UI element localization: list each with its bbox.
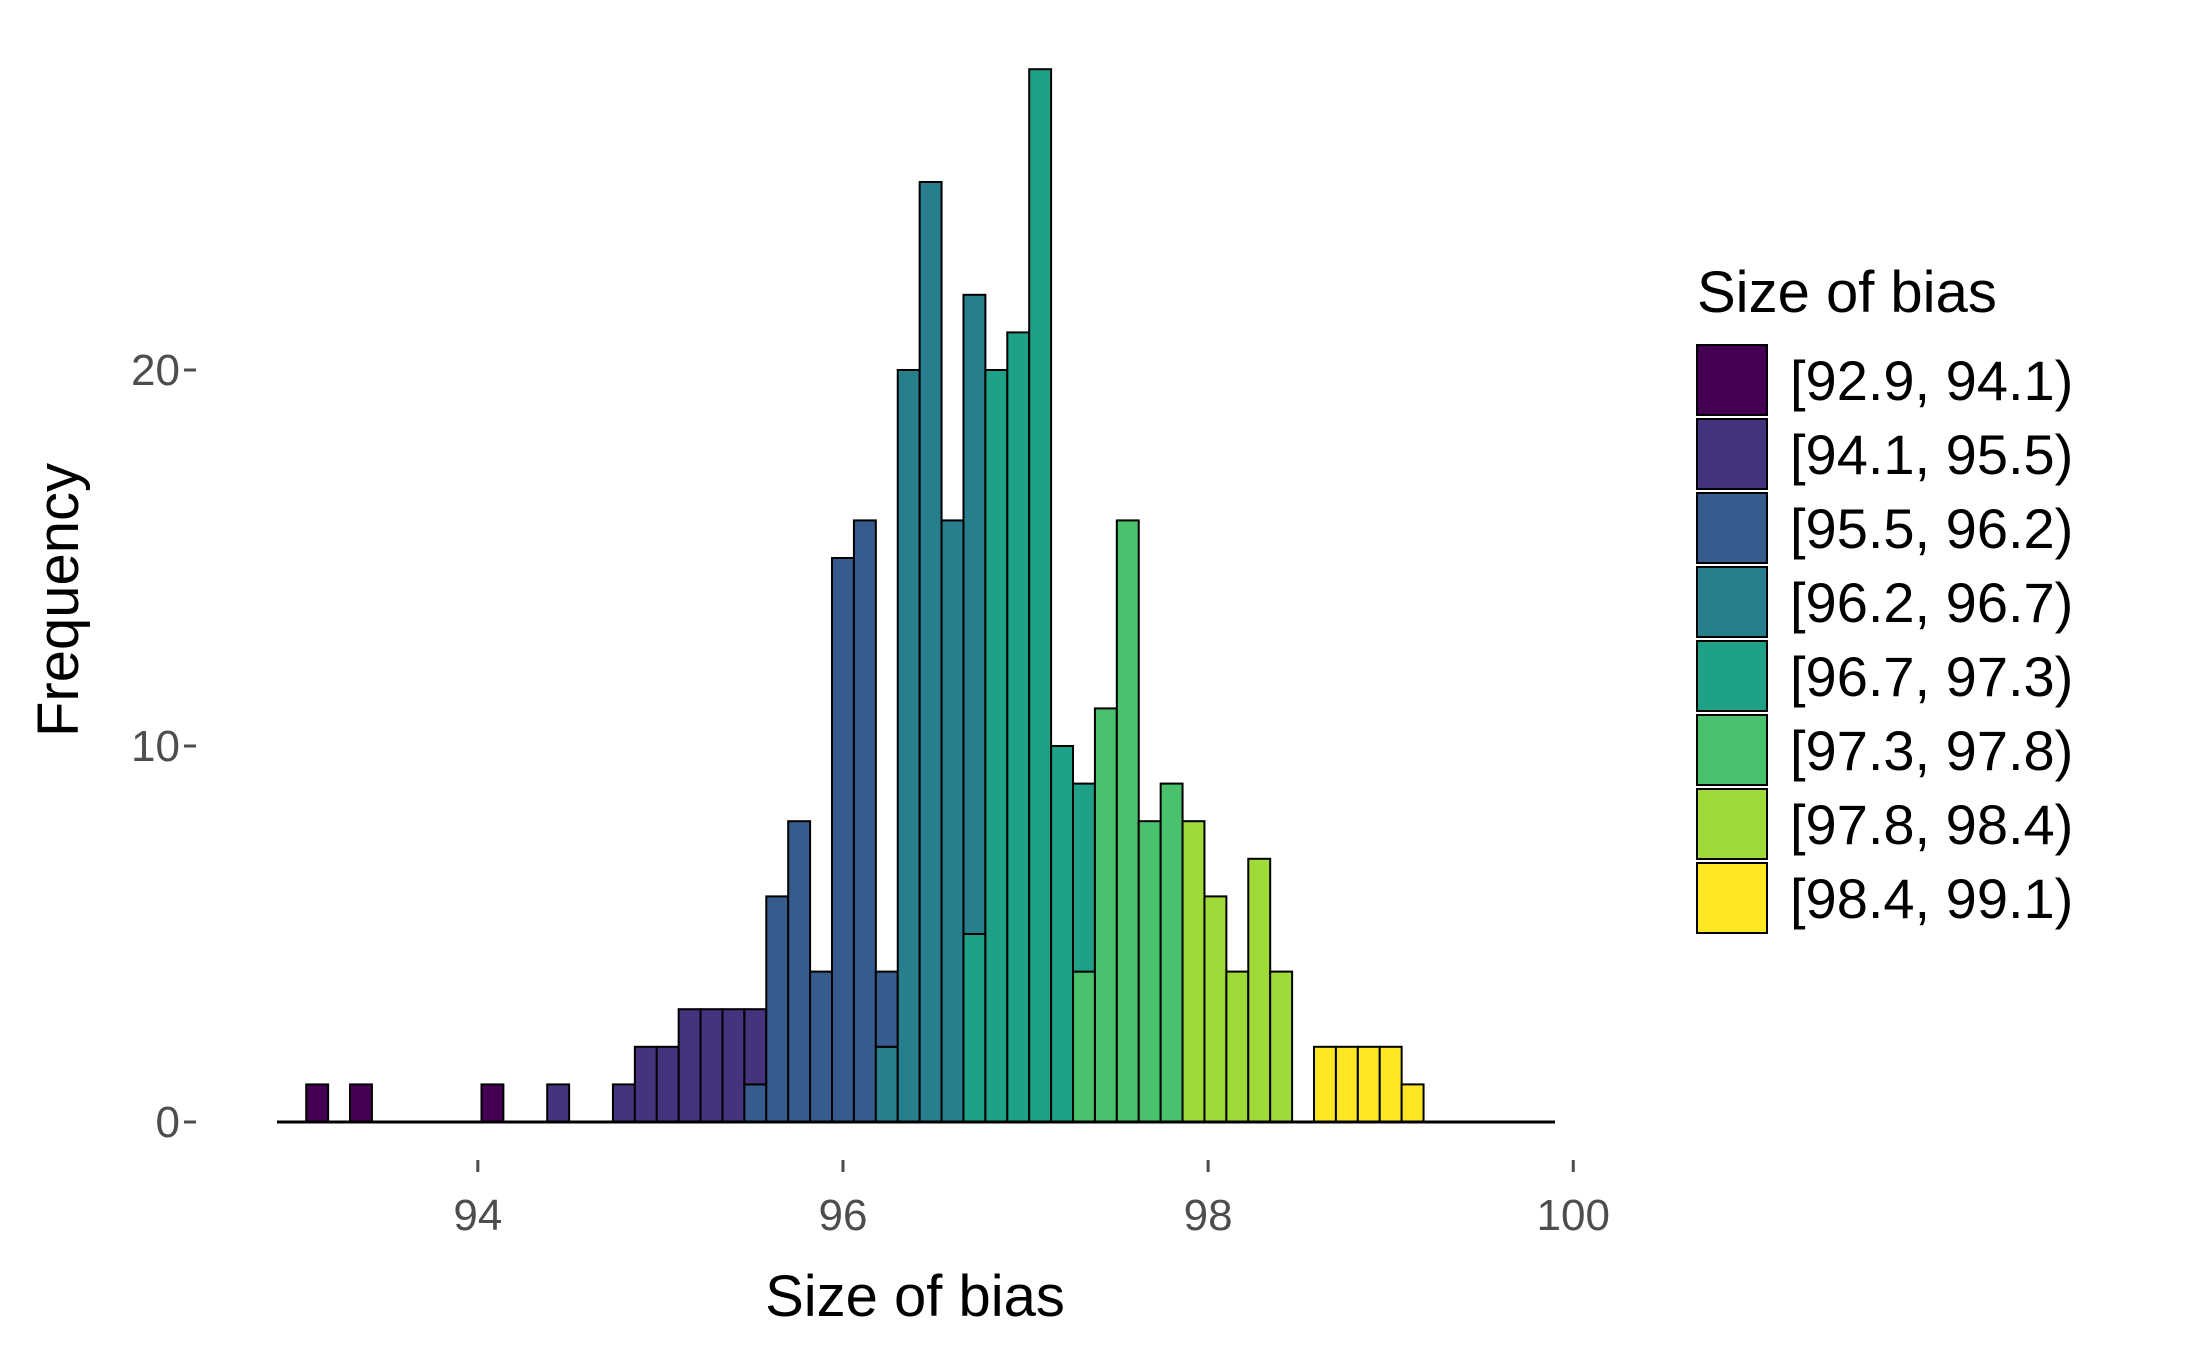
histogram-bar [896,369,921,1123]
histogram-bar [962,933,987,1123]
histogram-bar [787,820,812,1123]
x-tick-label: 98 [1184,1191,1233,1240]
histogram-bar [1181,820,1206,1123]
y-axis-title: Frequency [26,463,91,737]
histogram-bar [1006,331,1031,1123]
histogram-bar [1356,1045,1381,1124]
legend-label: [92.9, 94.1) [1790,349,2073,412]
histogram-bar [1400,1083,1425,1124]
legend-label: [97.8, 98.4) [1790,793,2073,856]
histogram-bar [1072,970,1096,1123]
histogram-bar [1269,970,1294,1123]
histogram-bar [1203,895,1228,1124]
legend-items: [92.9, 94.1) [94.1, 95.5) [95.5, 96.2) [96.… [1696,344,2073,934]
histogram-bar [940,519,965,1123]
legend-label: [96.2, 96.7) [1790,571,2073,634]
histogram-bar [305,1083,330,1124]
histogram-bar [1378,1045,1403,1124]
histogram-bar [1115,519,1140,1123]
histogram-bar [918,181,943,1123]
histogram-bar [743,1083,768,1124]
legend: Size of bias [92.9, 94.1) [94.1, 95.5) [95… [1696,260,2073,934]
histogram-bar [1225,970,1250,1123]
histogram-bar [1247,857,1272,1123]
legend-label: [96.7, 97.3) [1790,645,2073,708]
histogram-bar [1050,745,1075,1123]
legend-label: [95.5, 96.2) [1790,497,2073,560]
histogram-bar [1028,68,1053,1124]
y-tick-label: 20 [131,346,180,395]
legend-key [1696,566,1768,638]
histogram-bar [633,1045,658,1124]
histogram-bar [1313,1045,1337,1124]
legend-key [1696,714,1768,786]
x-axis: 94 96 98 100 [453,1160,1610,1240]
histogram-bar [655,1045,680,1124]
histogram-bar [852,519,877,1123]
histogram-bar [1334,1045,1359,1124]
histogram-bar [874,970,899,1048]
histogram-bar [809,970,834,1123]
histogram-bar [743,1008,768,1086]
y-tick-label: 0 [156,1098,180,1147]
legend-key [1696,640,1768,712]
histogram-bar [831,557,855,1123]
histogram-bar [874,1045,899,1124]
x-tick-label: 100 [1537,1191,1610,1240]
histogram-bar [349,1083,373,1124]
legend-label: [94.1, 95.5) [1790,423,2073,486]
legend-key [1696,418,1768,490]
legend-key [1696,862,1768,934]
x-axis-title: Size of bias [765,1264,1065,1329]
histogram-bar [611,1083,636,1124]
y-tick-label: 10 [131,722,180,771]
histogram-bar [546,1083,571,1124]
legend-label: [97.3, 97.8) [1790,719,2073,782]
legend-key [1696,492,1768,564]
legend-label: [98.4, 99.1) [1790,867,2073,930]
histogram-bar [765,895,790,1124]
histogram-bar [984,369,1009,1123]
histogram-bar [962,293,987,935]
histogram-bar [1159,782,1184,1123]
histogram-bar [677,1008,702,1124]
legend-title: Size of bias [1697,260,1997,325]
x-tick-label: 94 [453,1191,502,1240]
x-tick-label: 96 [818,1191,867,1240]
y-axis: 0 10 20 [131,346,196,1147]
histogram-bar [1093,707,1118,1124]
histogram-bar [1137,820,1162,1123]
legend-key [1696,788,1768,860]
histogram-bars [305,68,1425,1124]
histogram-bar [721,1008,746,1124]
histogram-bar [480,1083,505,1124]
histogram-bar [699,1008,724,1124]
legend-key [1696,344,1768,416]
histogram-bar [1072,782,1096,973]
